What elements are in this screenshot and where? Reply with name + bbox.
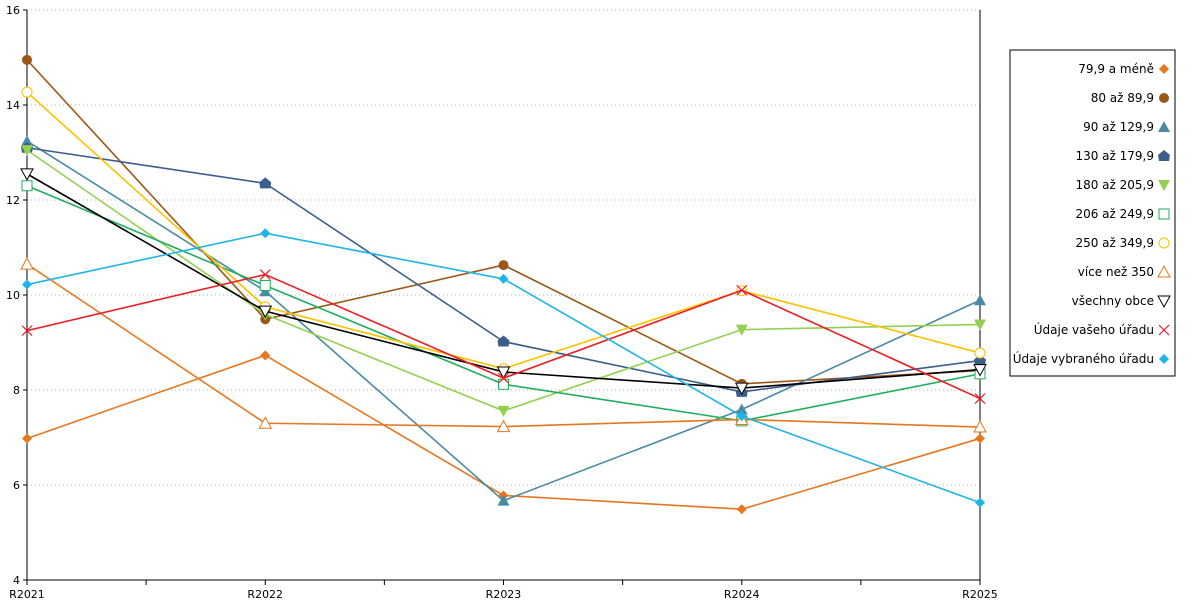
legend-box xyxy=(1009,49,1176,377)
data-point xyxy=(20,257,34,270)
data-point xyxy=(20,168,34,181)
x-tick-label: R2023 xyxy=(486,588,522,600)
legend-marker xyxy=(1159,64,1169,74)
y-tick-label: 10 xyxy=(6,289,20,302)
data-point xyxy=(736,504,747,515)
legend-marker xyxy=(1158,237,1170,249)
x-tick-label: R2025 xyxy=(962,588,998,600)
series-9 xyxy=(20,168,987,396)
data-point xyxy=(974,347,986,359)
data-point xyxy=(974,393,986,404)
data-point xyxy=(498,260,509,271)
data-point xyxy=(259,280,271,291)
series-line xyxy=(26,140,981,502)
legend-label: 130 až 179,9 xyxy=(1075,149,1154,163)
y-tick-label: 8 xyxy=(13,384,20,397)
legend-label: 80 až 89,9 xyxy=(1091,91,1154,105)
legend-label: 79,9 a méně xyxy=(1078,62,1154,76)
data-point xyxy=(498,372,509,384)
data-point xyxy=(974,294,986,306)
data-point xyxy=(258,416,273,429)
legend-label: 90 až 129,9 xyxy=(1083,120,1154,134)
legend-item: 79,9 a méně xyxy=(1078,62,1169,76)
legend-item: 180 až 205,9 xyxy=(1075,178,1170,192)
series-layer xyxy=(20,54,987,515)
x-tick-label: R2024 xyxy=(724,588,760,600)
series-3 xyxy=(21,135,986,506)
data-point xyxy=(735,324,748,336)
data-point xyxy=(22,54,32,65)
data-point xyxy=(21,180,33,192)
x-axis-ticks: R2021 R2022 R2023 R2024 R2025 xyxy=(9,580,998,600)
legend-label: více než 350 xyxy=(1078,265,1154,279)
legend-marker xyxy=(1157,295,1171,309)
legend-marker xyxy=(1158,121,1170,132)
grid-lines xyxy=(27,9,980,486)
legend-item: Údaje vašeho úřadu xyxy=(1034,322,1170,337)
series-7 xyxy=(21,86,986,375)
data-point xyxy=(497,405,510,417)
data-point xyxy=(497,335,510,347)
legend-label: Údaje vašeho úřadu xyxy=(1034,322,1154,337)
legend-item: více než 350 xyxy=(1078,264,1171,279)
data-point xyxy=(497,494,510,506)
series-10 xyxy=(21,269,986,404)
legend-item: 250 až 349,9 xyxy=(1075,236,1170,250)
legend-marker xyxy=(1158,324,1170,336)
legend-item: 130 až 179,9 xyxy=(1075,149,1170,163)
data-point xyxy=(259,177,272,189)
data-point xyxy=(21,325,33,337)
x-tick-label: R2022 xyxy=(247,588,283,600)
legend-marker xyxy=(1159,354,1169,364)
data-point xyxy=(496,419,511,433)
y-tick-label: 16 xyxy=(6,4,20,17)
legend-item: Údaje vybraného úřadu xyxy=(1013,351,1169,366)
data-point xyxy=(736,284,748,296)
legend-item: 90 až 129,9 xyxy=(1083,120,1170,134)
data-point xyxy=(735,403,748,415)
data-point xyxy=(734,382,749,396)
y-tick-label: 12 xyxy=(6,194,20,207)
data-point xyxy=(498,273,509,284)
y-tick-label: 6 xyxy=(13,479,20,492)
legend-item: 206 až 249,9 xyxy=(1075,207,1170,221)
legend: 79,9 a méně 80 až 89,9 90 až 129,9 130 až 1… xyxy=(1009,49,1176,377)
data-point xyxy=(736,411,747,422)
legend-item: 80 až 89,9 xyxy=(1091,91,1169,105)
legend-label: 206 až 249,9 xyxy=(1075,207,1154,221)
legend-marker xyxy=(1159,93,1169,103)
y-axis-ticks: 4 6 8 10 12 14 16 xyxy=(6,4,27,587)
data-point xyxy=(260,350,271,361)
data-point xyxy=(21,135,33,147)
legend-label: všechny obce xyxy=(1072,294,1154,308)
data-point xyxy=(974,319,986,331)
legend-item: všechny obce xyxy=(1072,294,1171,309)
y-tick-label: 14 xyxy=(6,99,20,112)
legend-marker xyxy=(1157,264,1171,278)
data-point xyxy=(259,269,271,280)
legend-marker xyxy=(1158,208,1170,220)
data-point xyxy=(973,364,987,377)
data-point xyxy=(258,305,273,319)
x-tick-label: R2021 xyxy=(9,588,45,600)
data-point xyxy=(260,228,271,239)
legend-label: Údaje vybraného úřadu xyxy=(1013,351,1154,366)
y-tick-label: 4 xyxy=(13,574,20,587)
data-point xyxy=(496,366,511,379)
series-8 xyxy=(20,257,987,433)
legend-marker xyxy=(1158,180,1170,191)
data-point xyxy=(21,145,33,157)
legend-label: 180 až 205,9 xyxy=(1075,178,1154,192)
legend-marker xyxy=(1158,150,1170,161)
data-point xyxy=(975,497,985,508)
data-point xyxy=(975,433,985,444)
data-point xyxy=(21,86,33,98)
data-point xyxy=(22,433,32,444)
data-point xyxy=(498,378,509,390)
series-11 xyxy=(22,228,985,508)
legend-label: 250 až 349,9 xyxy=(1075,236,1154,250)
data-point xyxy=(973,420,987,433)
data-point xyxy=(22,279,32,290)
